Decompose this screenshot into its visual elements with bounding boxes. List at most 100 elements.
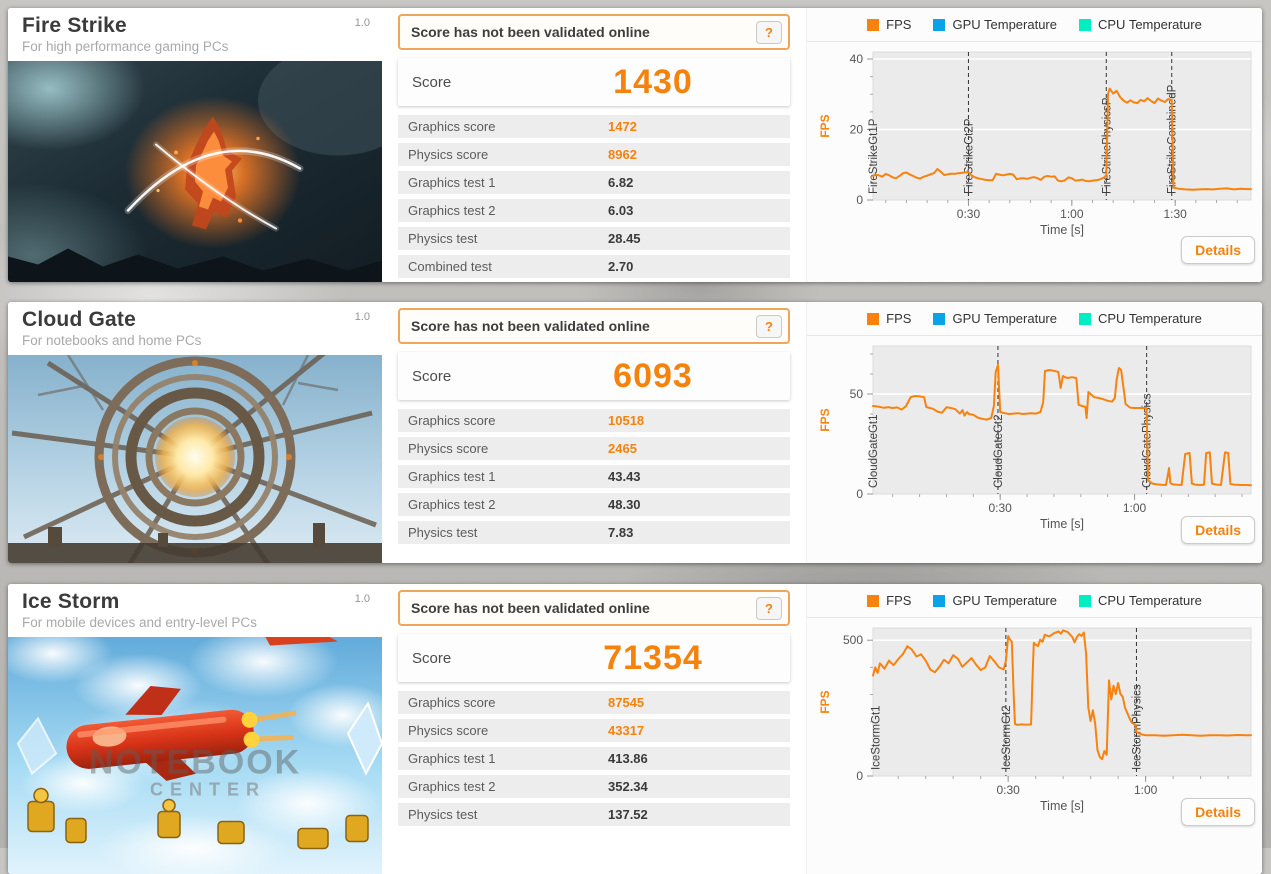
chart-panel: FPS GPU Temperature CPU Temperature 0 500…	[806, 584, 1262, 874]
row-label: Physics score	[408, 147, 608, 162]
svg-text:Time [s]: Time [s]	[1040, 799, 1084, 813]
legend-label: FPS	[886, 17, 911, 32]
chart-legend: FPS GPU Temperature CPU Temperature	[807, 302, 1262, 336]
cpu-temperature-swatch	[1079, 595, 1091, 607]
help-button[interactable]: ?	[756, 597, 782, 620]
svg-text:500: 500	[843, 633, 863, 647]
legend-label: FPS	[886, 311, 911, 326]
row-label: Physics score	[408, 723, 608, 738]
details-button[interactable]: Details	[1181, 798, 1255, 826]
row-value: 8962	[608, 147, 637, 162]
row-label: Graphics test 2	[408, 203, 608, 218]
watermark-subtext: CENTER	[150, 780, 266, 800]
gpu-temperature-swatch	[933, 313, 945, 325]
svg-text:0:30: 0:30	[996, 783, 1020, 797]
row-label: Graphics test 2	[408, 497, 608, 512]
row-label: Graphics test 1	[408, 175, 608, 190]
details-button[interactable]: Details	[1181, 516, 1255, 544]
details-button[interactable]: Details	[1181, 236, 1255, 264]
legend-item-fps: FPS	[867, 17, 911, 32]
benchmark-info-panel: Ice Storm For mobile devices and entry-l…	[8, 584, 382, 874]
benchmark-subtitle: For notebooks and home PCs	[22, 333, 382, 348]
benchmark-version: 1.0	[355, 311, 370, 323]
row-value: 43.43	[608, 469, 641, 484]
score-label: Score	[412, 74, 530, 91]
help-button[interactable]: ?	[756, 21, 782, 44]
svg-text:FPS: FPS	[818, 690, 832, 713]
row-value: 352.34	[608, 779, 648, 794]
svg-text:40: 40	[850, 52, 864, 66]
row-label: Graphics score	[408, 119, 608, 134]
svg-text:FPS: FPS	[818, 408, 832, 431]
row-value: 7.83	[608, 525, 633, 540]
row-label: Graphics test 2	[408, 779, 608, 794]
svg-text:Time [s]: Time [s]	[1040, 517, 1084, 531]
row-value: 137.52	[608, 807, 648, 822]
row-label: Graphics score	[408, 695, 608, 710]
score-label: Score	[412, 650, 530, 667]
fps-swatch	[867, 313, 879, 325]
score-value: 1430	[530, 63, 776, 102]
watermark-text: NOTEBOOK	[89, 744, 301, 782]
svg-text:0: 0	[856, 193, 863, 207]
svg-text:0: 0	[856, 487, 863, 501]
gpu-temperature-swatch	[933, 595, 945, 607]
help-button[interactable]: ?	[756, 315, 782, 338]
validation-banner-text: Score has not been validated online	[411, 318, 756, 334]
benchmark-artwork	[8, 61, 382, 282]
cloud-gate-artwork	[8, 355, 382, 563]
score-panel: Score has not been validated online ? Sc…	[382, 584, 806, 874]
legend-item-cpu-temperature: CPU Temperature	[1079, 593, 1202, 608]
legend-label: GPU Temperature	[952, 17, 1057, 32]
svg-text:0: 0	[856, 769, 863, 783]
score-value: 6093	[530, 357, 776, 396]
score-box: Score 6093	[398, 352, 790, 400]
row-value: 413.86	[608, 751, 648, 766]
row-value: 1472	[608, 119, 637, 134]
svg-text:20: 20	[850, 123, 864, 137]
svg-text:0:30: 0:30	[957, 207, 981, 221]
benchmark-card: Cloud Gate For notebooks and home PCs 1.…	[8, 302, 1262, 563]
benchmark-card: Fire Strike For high performance gaming …	[8, 8, 1262, 282]
svg-text:FireStrikeGt1P: FireStrikeGt1P	[868, 118, 880, 194]
benchmark-title: Cloud Gate	[22, 308, 382, 332]
benchmark-info-panel: Fire Strike For high performance gaming …	[8, 8, 382, 282]
legend-item-cpu-temperature: CPU Temperature	[1079, 311, 1202, 326]
benchmark-title: Fire Strike	[22, 14, 382, 38]
row-label: Physics test	[408, 231, 608, 246]
cpu-temperature-swatch	[1079, 19, 1091, 31]
row-label: Graphics test 1	[408, 469, 608, 484]
row-value: 48.30	[608, 497, 641, 512]
legend-label: FPS	[886, 593, 911, 608]
benchmark-artwork: NOTEBOOK CENTER	[8, 637, 382, 874]
validation-banner: Score has not been validated online ?	[398, 14, 790, 50]
validation-banner-text: Score has not been validated online	[411, 600, 756, 616]
legend-label: CPU Temperature	[1098, 311, 1202, 326]
fps-swatch	[867, 19, 879, 31]
row-value: 87545	[608, 695, 644, 710]
benchmark-version: 1.0	[355, 17, 370, 29]
benchmark-subtitle: For mobile devices and entry-level PCs	[22, 615, 382, 630]
cpu-temperature-swatch	[1079, 313, 1091, 325]
svg-text:FPS: FPS	[818, 114, 832, 137]
chart-legend: FPS GPU Temperature CPU Temperature	[807, 584, 1262, 618]
benchmark-subtitle: For high performance gaming PCs	[22, 39, 382, 54]
validation-banner: Score has not been validated online ?	[398, 590, 790, 626]
fire-strike-artwork	[8, 61, 382, 282]
legend-item-fps: FPS	[867, 311, 911, 326]
legend-label: CPU Temperature	[1098, 593, 1202, 608]
svg-text:IceStormGt2: IceStormGt2	[1001, 705, 1013, 770]
row-value: 43317	[608, 723, 644, 738]
legend-item-gpu-temperature: GPU Temperature	[933, 17, 1057, 32]
row-value: 2.70	[608, 259, 633, 274]
row-label: Physics test	[408, 807, 608, 822]
